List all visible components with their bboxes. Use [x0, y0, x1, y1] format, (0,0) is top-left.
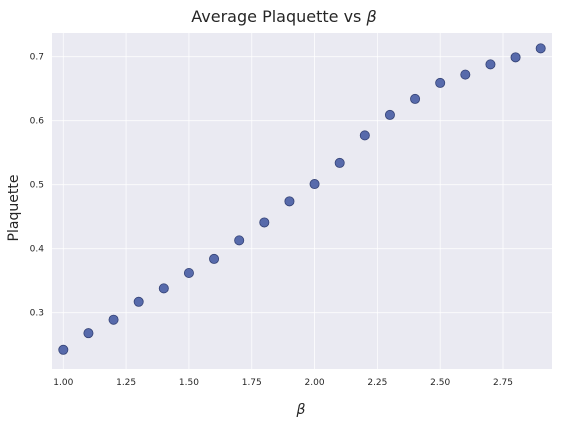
- data-point: [485, 59, 496, 70]
- data-point: [535, 43, 546, 54]
- data-point: [309, 179, 320, 190]
- y-axis-ticks: 0.3 0.4 0.5 0.6 0.7: [30, 53, 45, 319]
- y-tick-label: 0.3: [30, 309, 44, 319]
- x-tick-label: 2.00: [305, 378, 325, 388]
- grid-lines: [52, 33, 552, 369]
- x-tick-label: 2.50: [430, 378, 450, 388]
- data-point: [58, 344, 69, 355]
- x-tick-label: 1.50: [179, 378, 199, 388]
- x-tick-label: 1.75: [242, 378, 262, 388]
- y-axis-label: Plaquette: [6, 175, 22, 242]
- y-tick-label: 0.6: [30, 117, 45, 127]
- data-point: [510, 52, 521, 63]
- data-point: [259, 217, 270, 228]
- chart-title: Average Plaquette vs β: [191, 7, 376, 26]
- data-point: [410, 93, 421, 104]
- data-point: [234, 235, 245, 246]
- data-point: [83, 328, 94, 339]
- data-point: [133, 296, 144, 307]
- y-tick-label: 0.5: [30, 181, 44, 191]
- data-point: [209, 253, 220, 264]
- y-tick-label: 0.4: [30, 245, 45, 255]
- x-axis-ticks: 1.00 1.25 1.50 1.75 2.00 2.25 2.50 2.75: [53, 378, 513, 388]
- x-tick-label: 2.75: [493, 378, 513, 388]
- data-point: [284, 196, 295, 207]
- data-point: [158, 283, 169, 294]
- data-points: [58, 43, 546, 355]
- data-point: [183, 267, 194, 278]
- data-point: [359, 130, 370, 141]
- data-point: [435, 77, 446, 88]
- x-tick-label: 2.25: [367, 378, 387, 388]
- x-tick-label: 1.00: [53, 378, 73, 388]
- plot-area: [52, 33, 552, 369]
- data-point: [384, 109, 395, 120]
- x-tick-label: 1.25: [116, 378, 136, 388]
- y-tick-label: 0.7: [30, 53, 44, 63]
- data-point: [334, 157, 345, 168]
- data-point: [108, 314, 119, 325]
- data-point: [460, 69, 471, 80]
- x-axis-label: β: [296, 402, 306, 418]
